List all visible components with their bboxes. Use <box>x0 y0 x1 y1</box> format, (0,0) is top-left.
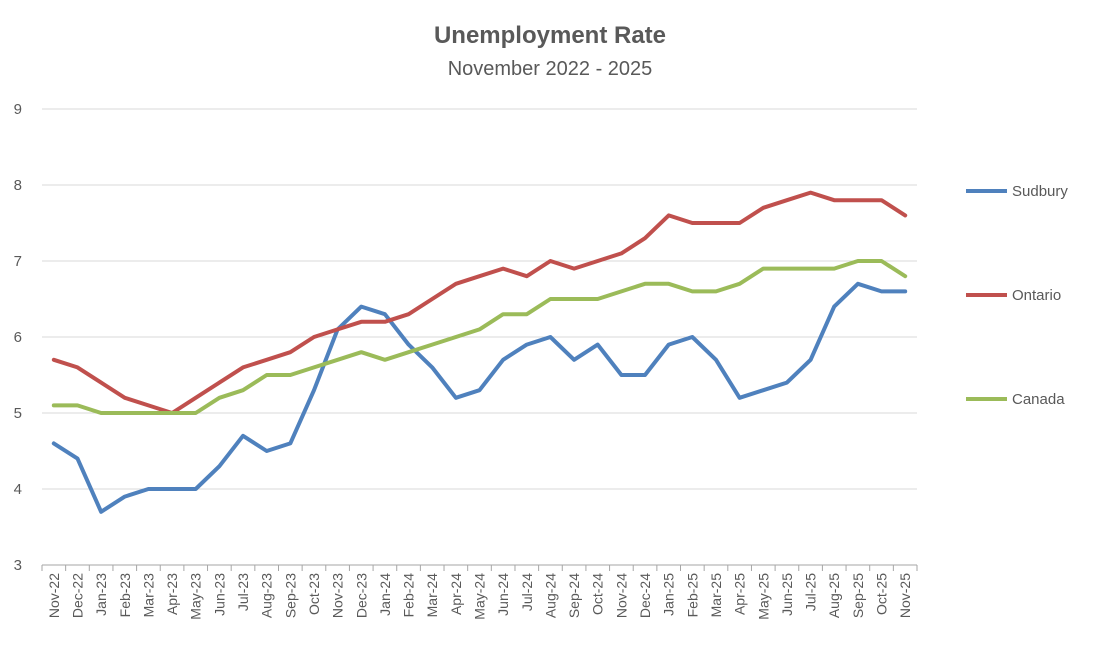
series-lines <box>51 190 908 514</box>
x-tick-label: Jun-24 <box>495 573 511 616</box>
y-tick-label: 3 <box>14 557 22 574</box>
x-tick-label: Feb-24 <box>401 573 417 618</box>
x-tick-label: Dec-24 <box>637 573 653 618</box>
x-tick-label: Jan-25 <box>661 573 677 616</box>
x-tick-label: Nov-22 <box>46 573 62 618</box>
x-tick-label: Dec-22 <box>69 573 85 618</box>
x-tick-label: Aug-23 <box>259 573 275 618</box>
series-line-canada <box>51 259 908 415</box>
x-tick-label: Dec-23 <box>353 573 369 618</box>
legend: Sudbury Ontario Canada <box>966 183 1068 408</box>
x-tick-label: May-25 <box>755 573 771 620</box>
y-tick-label: 8 <box>14 177 22 194</box>
x-tick-label: Nov-23 <box>330 573 346 618</box>
x-tick-label: Apr-25 <box>732 573 748 615</box>
y-tick-label: 9 <box>14 101 22 118</box>
x-tick-label: Oct-25 <box>874 573 890 615</box>
y-axis: 3 4 5 6 7 8 9 <box>14 101 22 574</box>
x-tick-label: Sep-25 <box>850 573 866 618</box>
x-axis: Nov-22 Dec-22 Jan-23 Feb-23 Mar-23 Apr-23 May-… <box>41 564 918 620</box>
x-tick-label: Jul-25 <box>803 573 819 611</box>
x-tick-label: Apr-23 <box>164 573 180 615</box>
x-tick-label: Oct-23 <box>306 573 322 615</box>
x-tick-label: Sep-23 <box>282 573 298 618</box>
y-tick-label: 7 <box>14 253 22 270</box>
x-tick-label: Mar-23 <box>140 573 156 618</box>
series-line-sudbury <box>51 281 908 514</box>
x-tick-label: Mar-25 <box>708 573 724 618</box>
chart-title: Unemployment Rate <box>434 22 666 49</box>
chart-subtitle: November 2022 - 2025 <box>448 58 653 80</box>
x-tick-label: May-24 <box>472 573 488 620</box>
gridlines <box>42 108 917 490</box>
x-tick-label: Jun-25 <box>779 573 795 616</box>
x-tick-label: Jan-24 <box>377 573 393 616</box>
x-tick-label: Mar-24 <box>424 573 440 618</box>
y-tick-label: 5 <box>14 405 22 422</box>
x-tick-label: Jan-23 <box>93 573 109 616</box>
series-line-ontario <box>51 190 908 415</box>
x-tick-label: Feb-25 <box>684 573 700 618</box>
y-tick-label: 6 <box>14 329 22 346</box>
legend-label-ontario: Ontario <box>1012 287 1061 304</box>
legend-label-canada: Canada <box>1012 391 1065 408</box>
x-tick-label: Sep-24 <box>566 573 582 618</box>
x-tick-label: May-23 <box>188 573 204 620</box>
x-tick-label: Nov-25 <box>897 573 913 618</box>
x-tick-label: Aug-25 <box>826 573 842 618</box>
x-tick-label: Aug-24 <box>542 573 558 618</box>
x-tick-label: Nov-24 <box>613 573 629 618</box>
x-tick-label: Jul-24 <box>519 573 535 611</box>
x-tick-label: Jul-23 <box>235 573 251 611</box>
x-tick-label: Apr-24 <box>448 573 464 615</box>
legend-label-sudbury: Sudbury <box>1012 183 1068 200</box>
x-tick-label: Feb-23 <box>117 573 133 618</box>
x-tick-label: Oct-24 <box>590 573 606 615</box>
y-tick-label: 4 <box>14 481 22 498</box>
x-tick-label: Jun-23 <box>211 573 227 616</box>
